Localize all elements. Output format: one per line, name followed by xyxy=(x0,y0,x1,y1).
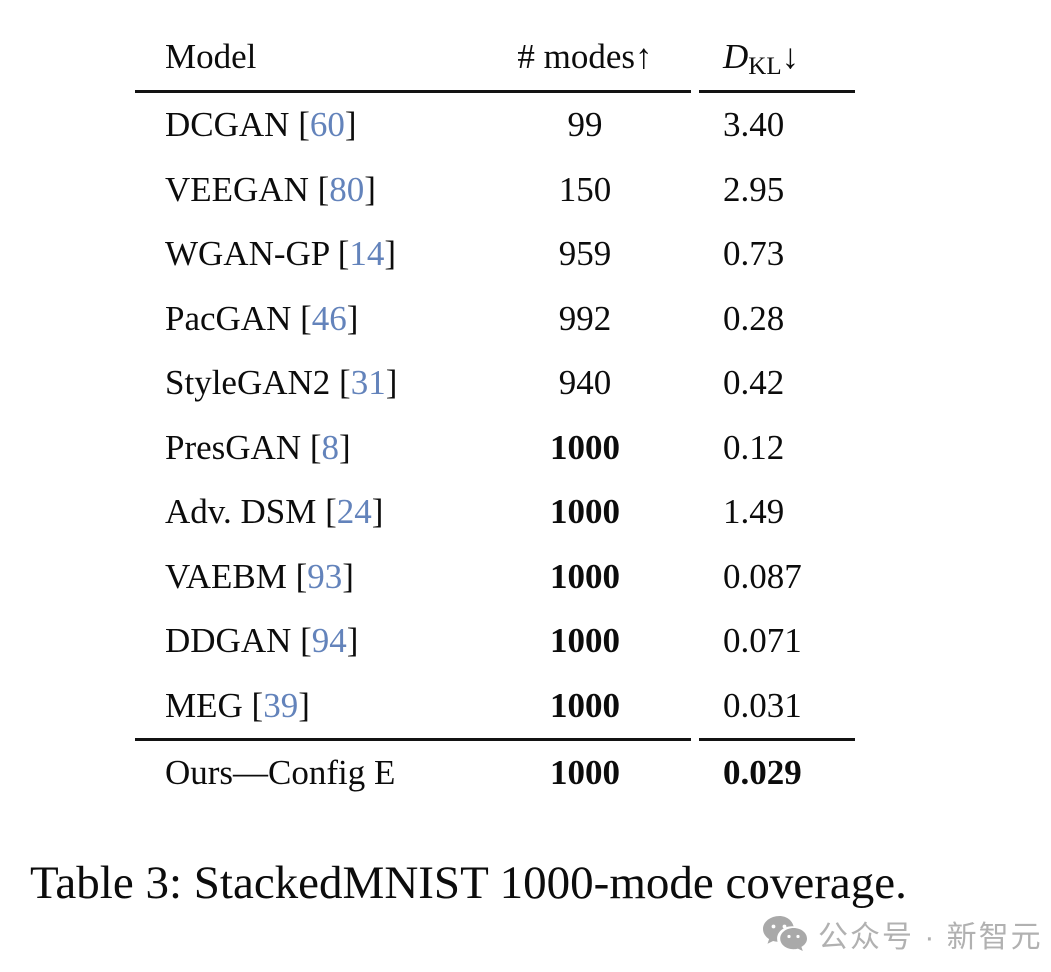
header-rule xyxy=(135,90,855,93)
header-num-modes: # modes↑ xyxy=(517,37,653,76)
table-row: MEG [39] 1000 0.031 xyxy=(135,674,855,739)
header-model: Model xyxy=(165,37,257,76)
bracket-close: ] xyxy=(385,363,398,402)
results-table: Model # modes↑ DKL↓ DCGAN [60] 99 3.40 V… xyxy=(135,24,855,806)
citation-link[interactable]: 31 xyxy=(350,363,386,402)
dkl-symbol: D xyxy=(723,37,749,76)
table-row: WGAN-GP [14] 959 0.73 xyxy=(135,222,855,287)
model-name: VEEGAN xyxy=(165,169,309,209)
modes-value: 1000 xyxy=(550,492,620,531)
table-row: DDGAN [94] 1000 0.071 xyxy=(135,609,855,674)
bracket-close: ] xyxy=(364,169,376,209)
dkl-value: 0.28 xyxy=(723,298,785,338)
bracket-close: ] xyxy=(346,621,359,660)
model-cell: WGAN-GP [14] xyxy=(135,222,460,287)
model-name: PresGAN xyxy=(165,427,302,467)
citation-link[interactable]: 8 xyxy=(321,427,340,467)
dkl-subscript: KL xyxy=(748,53,782,80)
header-dkl: DKL↓ xyxy=(710,24,855,100)
model-name: PacGAN xyxy=(165,298,292,338)
bracket-close: ] xyxy=(342,556,354,596)
modes-value: 1000 xyxy=(550,753,620,792)
model-cell: Ours—Config E xyxy=(135,741,460,806)
model-name: DDGAN xyxy=(165,621,292,660)
bracket-close: ] xyxy=(384,234,397,273)
model-cell: DDGAN [94] xyxy=(135,609,460,674)
model-cell: DCGAN [60] xyxy=(135,93,460,158)
modes-value: 1000 xyxy=(550,621,620,660)
table-row: PresGAN [8] 1000 0.12 xyxy=(135,416,855,481)
modes-value: 992 xyxy=(558,298,612,338)
dkl-value: 0.42 xyxy=(723,363,785,402)
model-name: MEG xyxy=(165,685,243,725)
dkl-value: 2.95 xyxy=(723,169,785,209)
dkl-value: 0.087 xyxy=(723,556,802,596)
table-row: StyleGAN2 [31] 940 0.42 xyxy=(135,351,855,416)
modes-value: 1000 xyxy=(550,427,620,467)
table-row-ours: Ours—Config E 1000 0.029 xyxy=(135,741,855,806)
citation-link[interactable]: 14 xyxy=(349,234,385,273)
table-row: Adv. DSM [24] 1000 1.49 xyxy=(135,480,855,545)
bracket-open: [ xyxy=(308,169,330,209)
midrule xyxy=(135,738,855,741)
citation-link[interactable]: 60 xyxy=(309,105,345,144)
model-name: StyleGAN2 xyxy=(165,363,331,402)
model-cell: PacGAN [46] xyxy=(135,287,460,352)
bracket-open: [ xyxy=(242,685,264,725)
dkl-value: 0.12 xyxy=(723,427,785,467)
model-name: WGAN-GP xyxy=(165,234,329,273)
citation-link[interactable]: 80 xyxy=(329,169,365,209)
dkl-value: 0.071 xyxy=(723,621,802,660)
table-row: DCGAN [60] 99 3.40 xyxy=(135,93,855,158)
bracket-close: ] xyxy=(371,492,384,531)
modes-value: 99 xyxy=(567,105,603,144)
dkl-value: 1.49 xyxy=(723,492,785,531)
table-row: VEEGAN [80] 150 2.95 xyxy=(135,158,855,223)
bracket-close: ] xyxy=(339,427,351,467)
table-caption: Table 3: StackedMNIST 1000-mode coverage… xyxy=(30,857,907,909)
model-cell: MEG [39] xyxy=(135,674,460,739)
table-header-row: Model # modes↑ DKL↓ xyxy=(135,24,855,90)
citation-link[interactable]: 93 xyxy=(307,556,343,596)
table-row: PacGAN [46] 992 0.28 xyxy=(135,287,855,352)
wechat-icon xyxy=(763,916,807,951)
bracket-open: [ xyxy=(291,298,312,338)
watermark-text: 公众号 · 新智元 xyxy=(818,921,1043,954)
dkl-value: 0.031 xyxy=(723,685,802,725)
model-cell: Adv. DSM [24] xyxy=(135,480,460,545)
citation-link[interactable]: 94 xyxy=(311,621,347,660)
model-cell: VEEGAN [80] xyxy=(135,158,460,223)
bracket-open: [ xyxy=(301,427,322,467)
dkl-value: 0.029 xyxy=(723,753,802,792)
model-cell: PresGAN [8] xyxy=(135,416,460,481)
citation-link[interactable]: 39 xyxy=(263,685,299,725)
modes-value: 1000 xyxy=(550,556,620,596)
model-cell: StyleGAN2 [31] xyxy=(135,351,460,416)
model-name: Adv. DSM xyxy=(165,492,317,531)
bracket-open: [ xyxy=(286,556,308,596)
dkl-value: 3.40 xyxy=(723,105,785,144)
modes-value: 1000 xyxy=(550,685,620,725)
modes-value: 940 xyxy=(558,363,612,402)
citation-link[interactable]: 46 xyxy=(311,298,347,338)
model-name: Ours—Config E xyxy=(165,753,396,792)
citation-link[interactable]: 24 xyxy=(336,492,372,531)
bracket-open: [ xyxy=(330,363,351,402)
bracket-open: [ xyxy=(316,492,337,531)
bracket-close: ] xyxy=(344,105,357,144)
model-name: DCGAN xyxy=(165,105,290,144)
dkl-value: 0.73 xyxy=(723,234,785,273)
model-cell: VAEBM [93] xyxy=(135,545,460,610)
watermark: 公众号 · 新智元 xyxy=(762,912,1043,956)
modes-value: 959 xyxy=(558,234,612,273)
bracket-open: [ xyxy=(291,621,312,660)
down-arrow-icon: ↓ xyxy=(781,37,800,76)
bracket-close: ] xyxy=(298,685,310,725)
bracket-open: [ xyxy=(289,105,310,144)
table-row: VAEBM [93] 1000 0.087 xyxy=(135,545,855,610)
bracket-open: [ xyxy=(328,234,350,273)
bracket-close: ] xyxy=(346,298,359,338)
model-name: VAEBM xyxy=(165,556,287,596)
modes-value: 150 xyxy=(558,169,612,209)
